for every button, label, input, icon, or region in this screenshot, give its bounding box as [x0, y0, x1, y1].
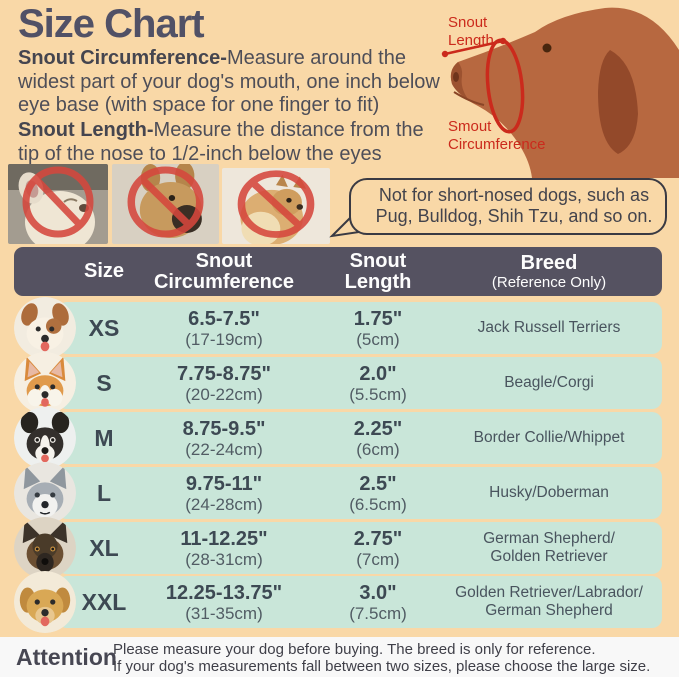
- size-value: XL: [89, 535, 119, 561]
- breed-cell: Border Collie/Whippet: [473, 429, 625, 446]
- circumference-cell: 6.5-7.5" (17-19cm): [185, 307, 263, 349]
- snout-circumference-term: Snout Circumference-: [18, 47, 227, 69]
- no-dog-photo-bulldog: [8, 164, 108, 244]
- snout-circumference-diagram-label: Smout Circumference: [448, 118, 546, 153]
- warning-line2: Pug, Bulldog, Shih Tzu, and so on.: [375, 206, 653, 226]
- snout-length-diagram-label: Snout Length: [448, 14, 494, 49]
- snout-circumference-text: Measure around the widest part of your d…: [18, 47, 440, 116]
- size-value: XXL: [81, 589, 127, 615]
- size-table: Size Snout Circumference Snout Length Br…: [14, 247, 662, 633]
- breed-cell: Golden Retriever/Labrador/ German Shephe…: [455, 584, 643, 619]
- attention-note: Attention Please measure your dog before…: [0, 637, 679, 677]
- table-row-l: L 9.75-11" (24-28cm) 2.5" (6.5cm) Husky/…: [14, 462, 662, 524]
- no-dog-photo-french-bulldog: [112, 164, 219, 244]
- dog-photo-border-collie: [14, 407, 76, 469]
- header-snout-length: Snout Length: [344, 249, 412, 293]
- dog-ear: [598, 50, 638, 154]
- length-cell: 2.75" (7cm): [353, 527, 403, 569]
- breed-cell: Husky/Doberman: [489, 484, 609, 501]
- prohibition-icon: [237, 170, 315, 238]
- length-cell: 3.0" (7.5cm): [349, 581, 407, 623]
- size-value: XS: [88, 315, 120, 341]
- size-value: M: [94, 425, 114, 451]
- dog-measurement-diagram: Snout Length Smout Circumference: [440, 0, 679, 179]
- breed-cell: Beagle/Corgi: [504, 374, 594, 391]
- header-size: Size: [83, 260, 125, 282]
- breed-cell: Jack Russell Terriers: [477, 319, 621, 336]
- circumference-cell: 9.75-11" (24-28cm): [185, 472, 263, 514]
- length-cell: 1.75" (5cm): [353, 307, 403, 349]
- breed-cell: German Shepherd/ Golden Retriever: [483, 530, 615, 565]
- attention-label: Attention: [16, 644, 117, 670]
- circumference-cell: 11-12.25" (28-31cm): [180, 527, 268, 569]
- snout-length-instructions: Snout Length-Measure the distance from t…: [18, 119, 470, 166]
- size-value: S: [96, 370, 112, 396]
- prohibition-icon: [22, 166, 94, 238]
- speech-bubble-shape: [329, 178, 667, 238]
- warning-bubble: Not for short-nosed dogs, such as Pug, B…: [328, 174, 672, 240]
- prohibition-icon: [127, 166, 204, 238]
- table-row-xxl: XXL 12.25-13.75" (31-35cm) 3.0" (7.5cm) …: [14, 571, 662, 633]
- circumference-cell: 7.75-8.75" (20-22cm): [177, 362, 271, 404]
- header-snout-circumference: Snout Circumference: [153, 249, 295, 293]
- warning-line1: Not for short-nosed dogs, such as: [378, 185, 650, 205]
- snout-length-line: [444, 39, 504, 56]
- table-row-xs: XS 6.5-7.5" (17-19cm) 1.75" (5cm) Jack R…: [14, 297, 662, 359]
- length-cell: 2.25" (6cm): [353, 417, 403, 459]
- size-value: L: [96, 480, 112, 506]
- vizsla-head-photo: [441, 7, 679, 179]
- length-cell: 2.0" (5.5cm): [349, 362, 407, 404]
- warning-text: Not for short-nosed dogs, such as Pug, B…: [370, 185, 658, 227]
- dog-eye: [542, 43, 552, 53]
- table-row-m: M 8.75-9.5" (22-24cm) 2.25" (6cm) Border…: [14, 407, 662, 469]
- dog-photo-husky: [14, 462, 76, 524]
- snout-length-term: Snout Length-: [18, 119, 154, 141]
- header-breed-title: Breed: [520, 251, 578, 274]
- dog-photo-golden-retriever: [14, 571, 76, 633]
- length-cell: 2.5" (6.5cm): [349, 472, 407, 514]
- attention-text: Please measure your dog before buying. T…: [113, 641, 650, 675]
- dog-nostril: [453, 72, 459, 82]
- table-row-s: S 7.75-8.75" (20-22cm) 2.0" (5.5cm) Beag…: [14, 352, 662, 414]
- no-dog-photo-pomeranian: [222, 168, 330, 244]
- page-title: Size Chart: [18, 2, 205, 46]
- snout-length-text: Measure the distance from the tip of the…: [18, 119, 424, 165]
- dog-photo-corgi: [14, 352, 76, 414]
- header-breed: Breed (Reference Only): [444, 247, 654, 296]
- dog-photo-jack-russell: [14, 297, 76, 359]
- header-breed-sub: (Reference Only): [491, 273, 607, 291]
- table-header: Size Snout Circumference Snout Length Br…: [14, 247, 662, 296]
- table-row-xl: XL 11-12.25" (28-31cm) 2.75" (7cm) Germa…: [14, 517, 662, 579]
- circumference-cell: 12.25-13.75" (31-35cm): [165, 581, 283, 623]
- dog-photo-german-shepherd: [14, 517, 76, 579]
- attention-line1: Please measure your dog before buying. T…: [113, 641, 596, 658]
- circumference-cell: 8.75-9.5" (22-24cm): [182, 417, 266, 459]
- snout-circumference-instructions: Snout Circumference-Measure around the w…: [18, 47, 470, 118]
- attention-line2: If your dog's measurements fall between …: [113, 658, 651, 675]
